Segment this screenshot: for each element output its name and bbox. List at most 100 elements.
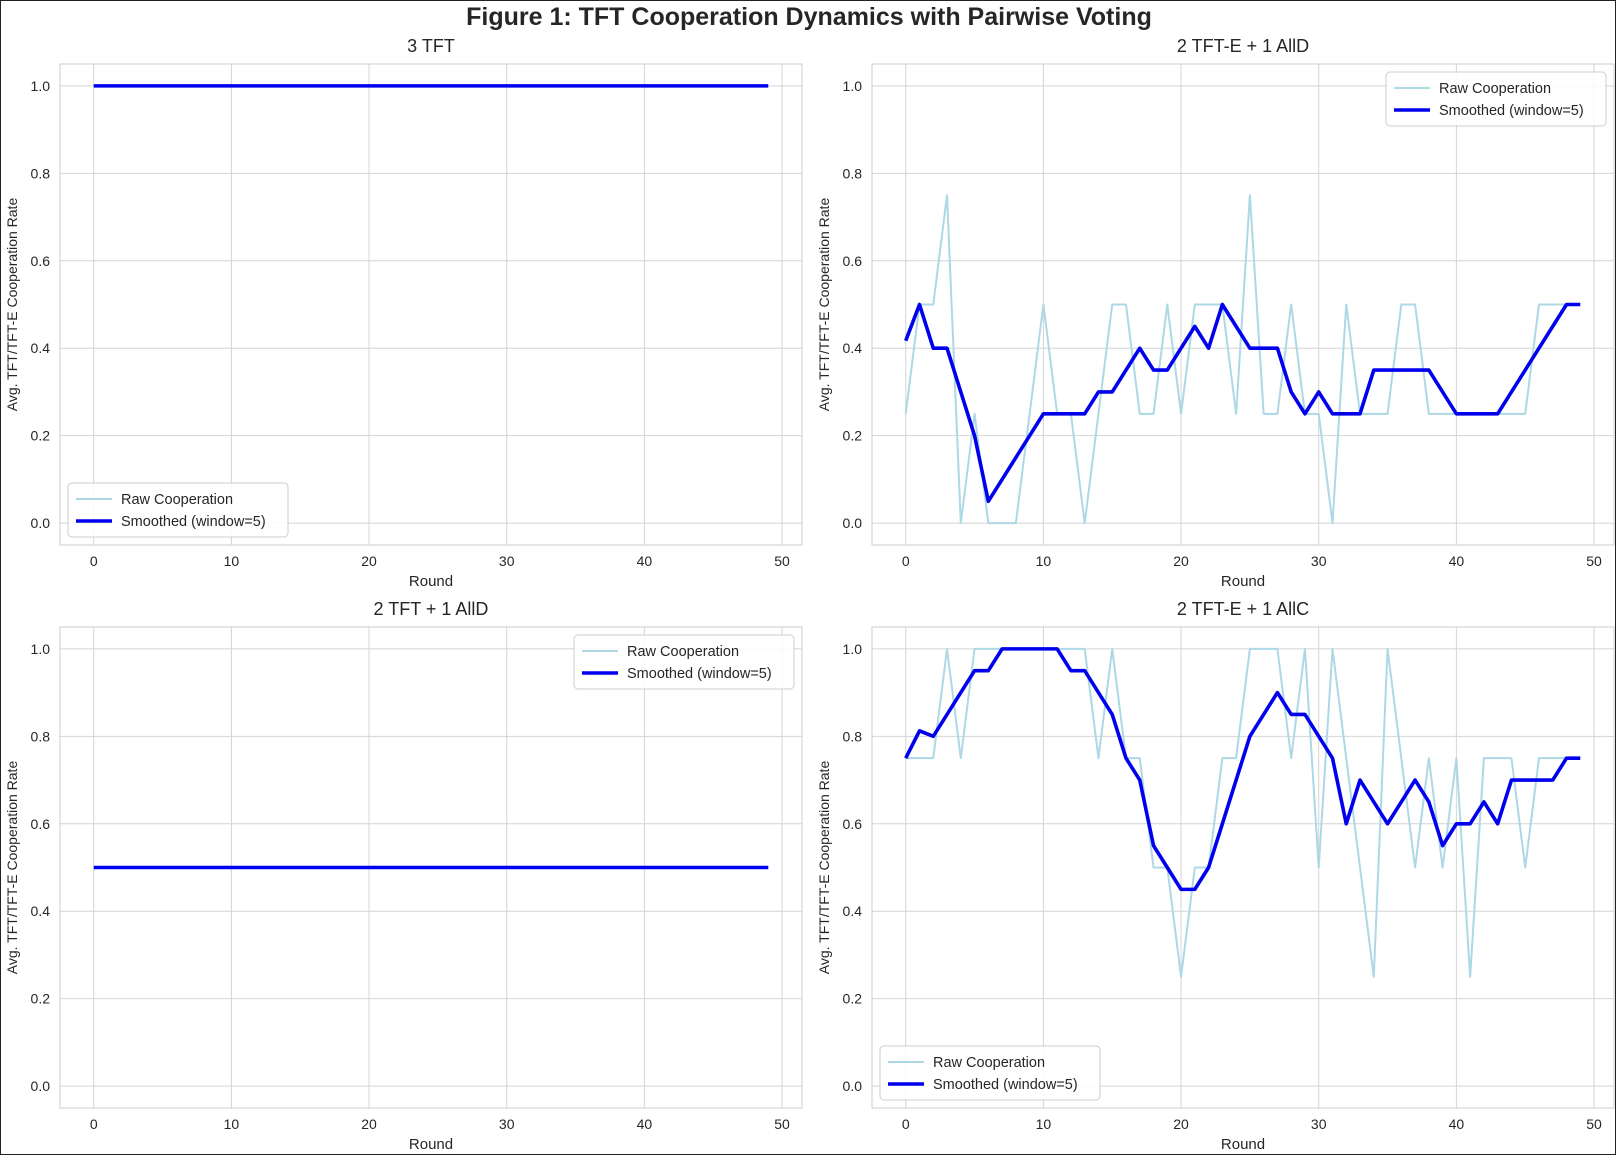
smoothed-data-point — [450, 866, 453, 869]
y-tick-label: 1.0 — [843, 78, 863, 94]
smoothed-data-point — [1248, 735, 1251, 738]
y-axis-label: Avg. TFT/TFT-E Cooperation Rate — [4, 198, 20, 412]
raw-data-point — [1193, 303, 1196, 306]
smoothed-data-point — [932, 735, 935, 738]
x-axis-label: Round — [409, 573, 453, 590]
smoothed-data-point — [257, 84, 260, 87]
smoothed-data-point — [643, 84, 646, 87]
smoothed-data-point — [491, 866, 494, 869]
smoothed-data-point — [1180, 347, 1183, 350]
smoothed-data-point — [1551, 325, 1554, 328]
smoothed-data-point — [629, 866, 632, 869]
raw-data-point — [1290, 303, 1293, 306]
smoothed-data-point — [1303, 412, 1306, 415]
smoothed-data-point — [1207, 347, 1210, 350]
raw-data-point — [1097, 412, 1100, 415]
smoothed-data-point — [1042, 647, 1045, 650]
smoothed-data-point — [1482, 412, 1485, 415]
figure-title: Figure 1: TFT Cooperation Dynamics with … — [466, 3, 1152, 31]
smoothed-data-point — [92, 866, 95, 869]
smoothed-data-point — [1014, 456, 1017, 459]
raw-data-point — [1207, 303, 1210, 306]
smoothed-data-point — [491, 84, 494, 87]
smoothed-line — [904, 647, 1581, 892]
smoothed-data-point — [712, 84, 715, 87]
smoothed-data-point — [588, 84, 591, 87]
smoothed-data-point — [1138, 779, 1141, 782]
raw-data-point — [1496, 757, 1499, 760]
smoothed-data-point — [354, 84, 357, 87]
raw-data-point — [987, 522, 990, 525]
smoothed-data-point — [657, 866, 660, 869]
y-tick-label: 0.2 — [843, 428, 863, 444]
smoothed-data-point — [464, 866, 467, 869]
smoothed-data-point — [767, 866, 770, 869]
smoothed-data-point — [1290, 713, 1293, 716]
raw-data-point — [1276, 647, 1279, 650]
smoothed-data-point — [1469, 822, 1472, 825]
legend-box — [573, 634, 795, 690]
y-tick-label: 0.4 — [843, 340, 863, 356]
smoothed-data-point — [1469, 412, 1472, 415]
smoothed-data-point — [987, 669, 990, 672]
raw-data-point — [1180, 412, 1183, 415]
smoothed-data-point — [1124, 757, 1127, 760]
raw-data-point — [1001, 522, 1004, 525]
subplot-title: 2 TFT-E + 1 AllD — [1177, 36, 1309, 56]
smoothed-data-point — [1482, 800, 1485, 803]
smoothed-data-point — [409, 84, 412, 87]
smoothed-data-point — [1235, 325, 1238, 328]
x-tick-label: 0 — [90, 1116, 98, 1132]
smoothed-data-point — [1166, 369, 1169, 372]
y-tick-label: 0.4 — [843, 903, 863, 919]
smoothed-data-point — [519, 84, 522, 87]
smoothed-data-point — [175, 866, 178, 869]
smoothed-data-point — [684, 84, 687, 87]
smoothed-data-point — [1042, 412, 1045, 415]
smoothed-data-point — [918, 729, 921, 732]
smoothed-data-point — [395, 84, 398, 87]
smoothed-data-point — [1441, 390, 1444, 393]
legend-label: Raw Cooperation — [627, 644, 739, 660]
smoothed-data-point — [285, 866, 288, 869]
smoothed-data-point — [134, 84, 137, 87]
smoothed-data-point — [120, 866, 123, 869]
x-axis-label: Round — [409, 1136, 453, 1153]
smoothed-data-point — [959, 691, 962, 694]
raw-data-point — [1331, 647, 1334, 650]
x-tick-label: 10 — [224, 553, 240, 569]
x-tick-label: 30 — [499, 553, 515, 569]
raw-data-point — [1441, 412, 1444, 415]
smoothed-data-point — [1386, 822, 1389, 825]
subplot-2: 0 10 20 30 40 50 0.0 0.2 0.4 0.6 0.8 1.0 2 TFT-E + 1… — [816, 36, 1615, 590]
x-tick-label: 20 — [361, 553, 377, 569]
smoothed-data-point — [1166, 866, 1169, 869]
axes-frame — [871, 63, 1615, 546]
legend: Raw Cooperation Smoothed (window=5) — [879, 1045, 1101, 1101]
raw-data-point — [1400, 757, 1403, 760]
smoothed-data-point — [1524, 779, 1527, 782]
smoothed-data-point — [588, 866, 591, 869]
legend-box — [67, 482, 289, 538]
subplot-title: 2 TFT + 1 AllD — [374, 599, 489, 619]
subplot-3: 0 10 20 30 40 50 0.0 0.2 0.4 0.6 0.8 1.0 2 TFT + 1 A… — [4, 599, 803, 1153]
raw-data-point — [1400, 303, 1403, 306]
smoothed-data-point — [547, 866, 550, 869]
smoothed-data-point — [547, 84, 550, 87]
raw-data-point — [1152, 412, 1155, 415]
smoothed-data-point — [560, 84, 563, 87]
smoothed-data-point — [946, 347, 949, 350]
raw-data-point — [1427, 412, 1430, 415]
smoothed-data-point — [1331, 757, 1334, 760]
smoothed-data-point — [1152, 369, 1155, 372]
smoothed-data-point — [1510, 390, 1513, 393]
smoothed-data-point — [1524, 369, 1527, 372]
smoothed-data-point — [1221, 303, 1224, 306]
smoothed-data-point — [92, 84, 95, 87]
smoothed-data-point — [602, 84, 605, 87]
smoothed-data-point — [1097, 390, 1100, 393]
smoothed-data-point — [189, 866, 192, 869]
x-tick-label: 0 — [90, 553, 98, 569]
smoothed-data-point — [381, 866, 384, 869]
raw-data-point — [1537, 757, 1540, 760]
